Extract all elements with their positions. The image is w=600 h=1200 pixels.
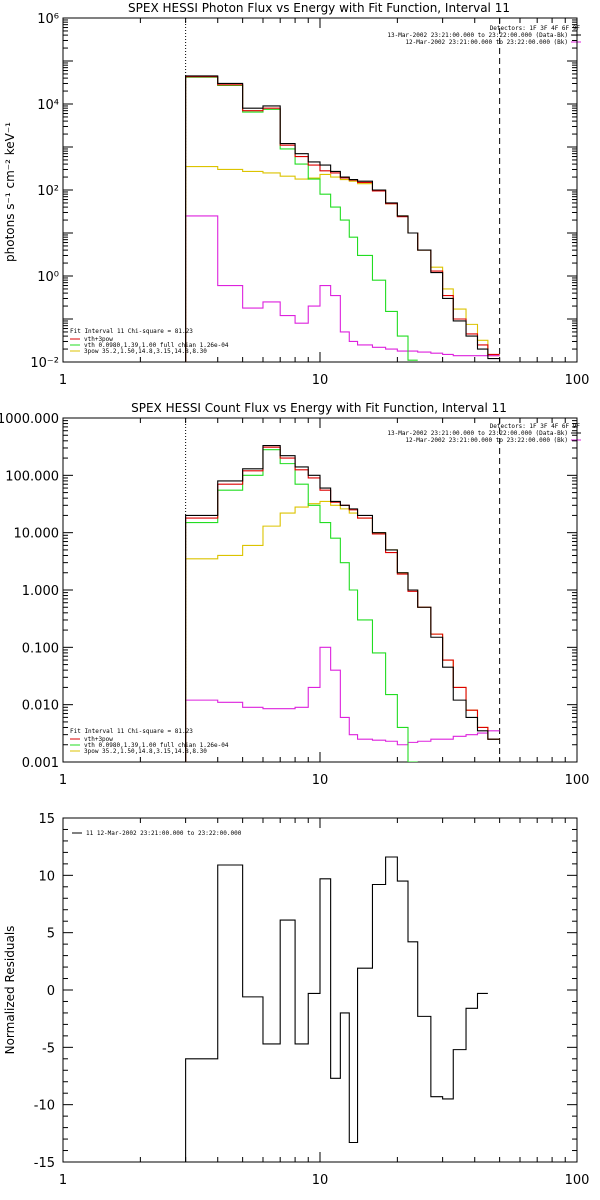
y-tick-label: 0.001	[22, 756, 59, 771]
y-tick-label: 1000.000	[0, 412, 59, 427]
series-line-residuals	[185, 856, 488, 1162]
y-tick-label: 10²	[37, 184, 59, 199]
y-tick-label: 10⁴	[37, 98, 59, 113]
legend-top: Detectors: 1F 3F 4F 6F 9F 13-Mar-2002 23…	[387, 423, 581, 444]
legend-entry-bk: 12-Mar-2002 23:21:00.000 to 23:22:00.000…	[405, 39, 568, 46]
residuals-chart: Normalized Residuals 11 12-Mar-2002 23:2…	[3, 812, 589, 1188]
legend-entry-fit: vth+3pow	[84, 736, 113, 743]
legend-bottom: Fit Interval 11 Chi-square = 81.23 vth+3…	[70, 728, 229, 755]
y-tick-label: 0.100	[22, 641, 59, 656]
y-tick-label: 10⁻²	[30, 356, 59, 371]
series-line-vth-3pow	[185, 446, 500, 762]
legend-top: 11 12-Mar-2002 23:21:00.000 to 23:22:00.…	[72, 830, 242, 837]
legend-entry-data: 13-Mar-2002 23:21:00.000 to 23:22:00.000…	[387, 430, 568, 437]
series-line-data-bk	[185, 445, 500, 762]
chart-title: SPEX HESSI Count Flux vs Energy with Fit…	[131, 401, 507, 415]
series-line-vth-3pow	[185, 76, 500, 362]
y-axis-label: Normalized Residuals	[3, 926, 17, 1055]
series-line-vth	[185, 449, 418, 762]
y-tick-label: 10	[38, 869, 55, 884]
legend-header: Detectors: 1F 3F 4F 6F 9F	[490, 25, 581, 32]
x-tick-label: 1	[59, 773, 67, 788]
x-tick-label: 1	[59, 1173, 67, 1188]
y-axis-label: photons s⁻¹ cm⁻² keV⁻¹	[3, 122, 17, 262]
legend-entry-data: 13-Mar-2002 23:21:00.000 to 23:22:00.000…	[387, 32, 568, 39]
x-tick-label: 10	[312, 773, 329, 788]
legend-entry-residuals: 11 12-Mar-2002 23:21:00.000 to 23:22:00.…	[86, 830, 242, 837]
series-line-3pow	[185, 500, 500, 762]
y-tick-label: 15	[38, 812, 55, 827]
x-tick-label: 100	[565, 1173, 590, 1188]
plot-area: 1 10 100 0.001 0.010 0.100 1.000 10.000 100.000 1…	[0, 412, 589, 788]
plot-area: 1 10 100 10⁻² 10⁰ 10² 10⁴ 10⁶	[30, 12, 589, 388]
series-line-3pow	[185, 166, 500, 362]
plot-area: 1 10 100 -15 -10 -5 0 5 10 15	[34, 812, 590, 1188]
photon-flux-chart: SPEX HESSI Photon Flux vs Energy with Fi…	[3, 1, 589, 388]
x-tick-label: 10	[312, 373, 329, 388]
legend-entry-vth: vth 0.0980,1.39,1.00 full chian 1.26e-04	[84, 742, 229, 749]
legend-header: Detectors: 1F 3F 4F 6F 9F	[490, 423, 581, 430]
legend-top: Detectors: 1F 3F 4F 6F 9F 13-Mar-2002 23…	[387, 25, 581, 46]
legend-bottom: Fit Interval 11 Chi-square = 81.23 vth+3…	[70, 328, 229, 355]
x-tick-label: 100	[565, 373, 590, 388]
legend-entry-fit: vth+3pow	[84, 336, 113, 343]
series-layer	[185, 75, 500, 362]
count-flux-chart: SPEX HESSI Count Flux vs Energy with Fit…	[0, 401, 589, 788]
legend-entry-bk: 12-Mar-2002 23:21:00.000 to 23:22:00.000…	[405, 437, 568, 444]
x-tick-label: 100	[565, 773, 590, 788]
legend-header: Fit Interval 11 Chi-square = 81.23	[70, 728, 193, 735]
y-tick-label: 10⁶	[37, 12, 59, 27]
y-tick-label: -5	[42, 1041, 55, 1056]
x-tick-label: 1	[59, 373, 67, 388]
y-tick-label: 10⁰	[37, 270, 59, 285]
series-line-data-bk	[185, 75, 500, 362]
series-line-bk	[185, 215, 500, 362]
legend-entry-3pow: 3pow 35.2,1.50,14.8,3.15,14.8,8.30	[84, 348, 207, 355]
y-tick-label: 0	[47, 984, 55, 999]
chart-title: SPEX HESSI Photon Flux vs Energy with Fi…	[128, 1, 510, 15]
legend-entry-3pow: 3pow 35.2,1.50,14.8,3.15,14.8,8.30	[84, 748, 207, 755]
legend-entry-vth: vth 0.0980,1.39,1.00 full chian 1.26e-04	[84, 342, 229, 349]
y-tick-label: 10.000	[14, 527, 60, 542]
series-layer	[185, 445, 500, 762]
y-tick-label: -10	[34, 1099, 55, 1114]
y-tick-label: 100.000	[5, 469, 59, 484]
series-line-bk	[185, 646, 500, 762]
series-layer	[185, 856, 488, 1162]
x-tick-label: 10	[312, 1173, 329, 1188]
y-tick-label: 5	[47, 927, 55, 942]
series-line-vth	[185, 76, 418, 362]
legend-header: Fit Interval 11 Chi-square = 81.23	[70, 328, 193, 335]
y-tick-label: 1.000	[22, 584, 59, 599]
y-tick-label: 0.010	[22, 699, 59, 714]
y-tick-label: -15	[34, 1156, 55, 1171]
